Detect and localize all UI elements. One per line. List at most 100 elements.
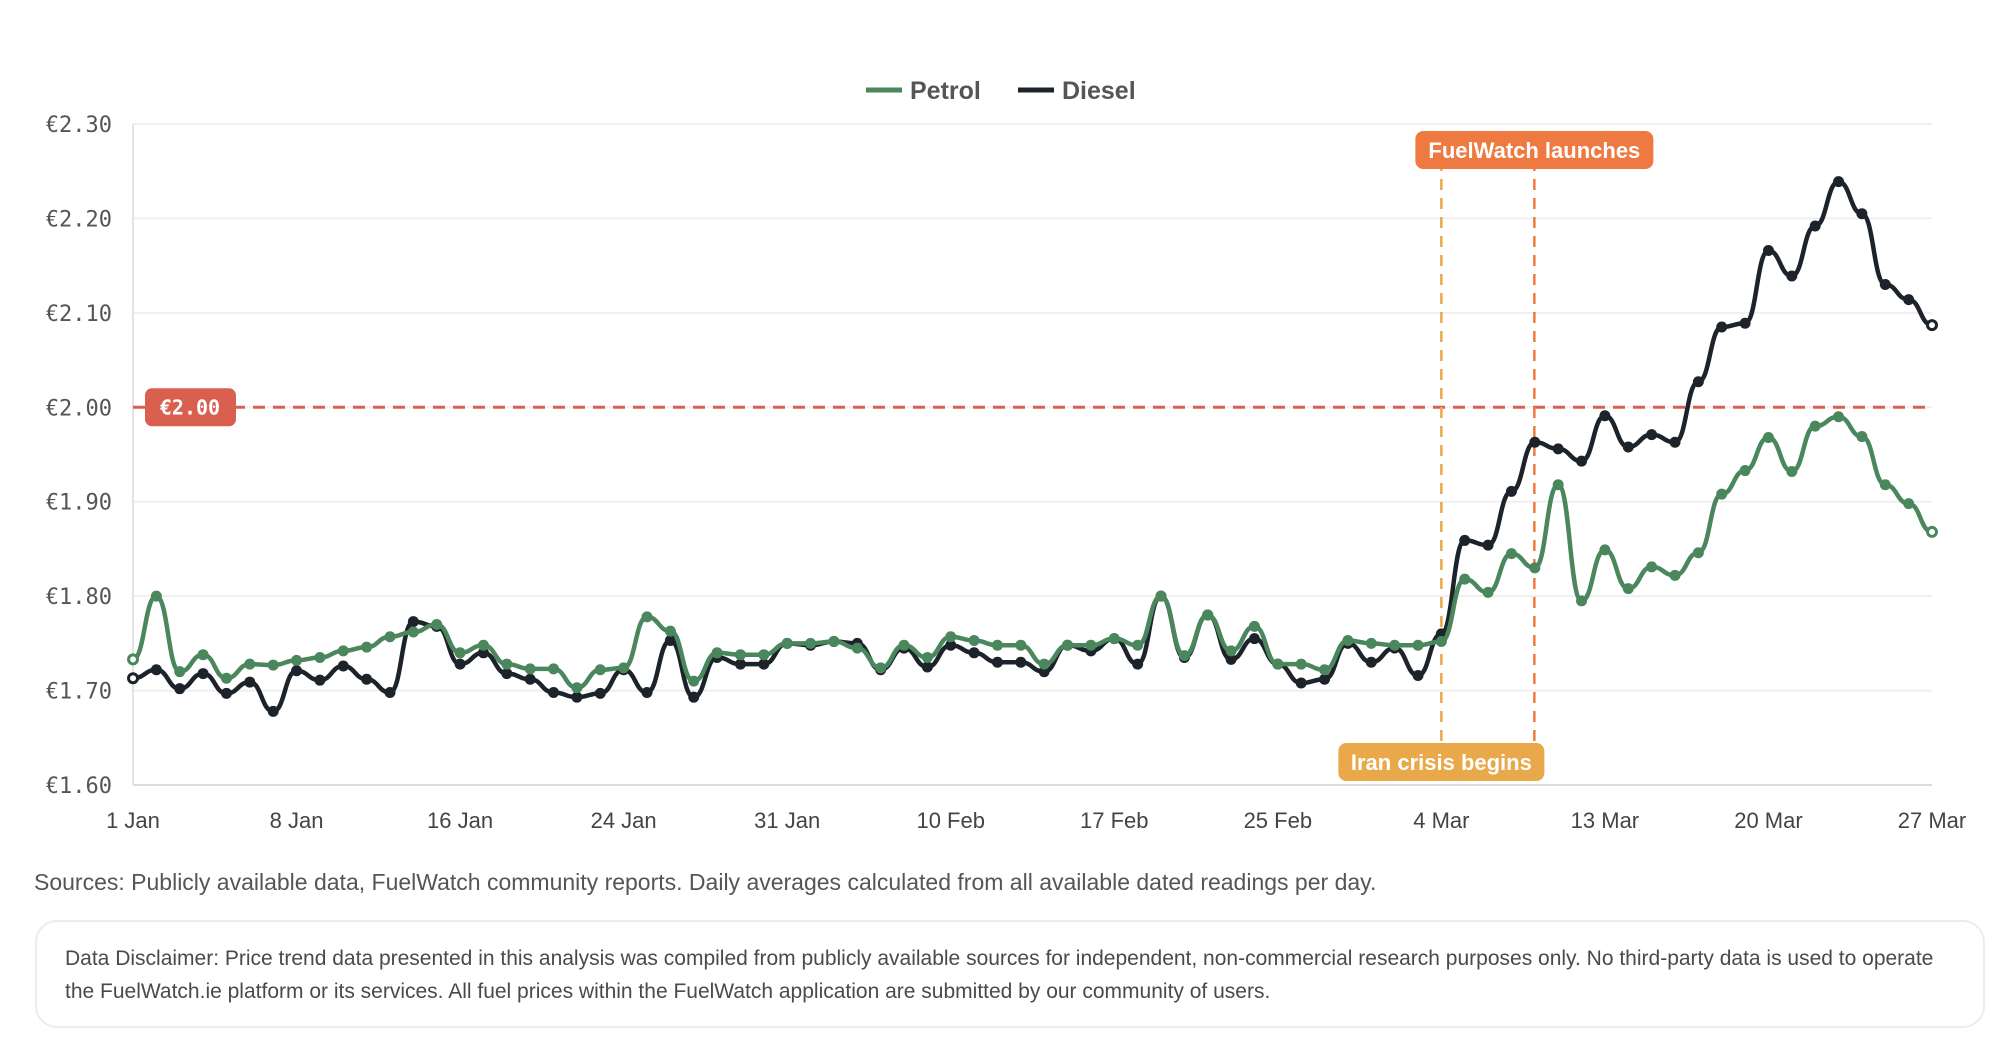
- petrol-point: [1482, 586, 1494, 598]
- x-tick-label: 27 Mar: [1898, 808, 1966, 833]
- y-axis: €2.30 €2.20 €2.10 €2.00 €1.90 €1.80 €1.70 €1.60: [46, 113, 112, 799]
- y-tick-label: €2.30: [46, 113, 112, 138]
- petrol-point: [758, 649, 770, 661]
- diesel-point: [1505, 485, 1517, 497]
- x-tick-label: 16 Jan: [427, 808, 493, 833]
- iran-crisis-badge: [1338, 743, 1545, 781]
- y-tick-label: €1.80: [46, 585, 112, 610]
- petrol-point: [1809, 420, 1821, 432]
- petrol-point: [407, 626, 419, 638]
- petrol-point: [548, 663, 560, 675]
- petrol-point: [921, 652, 933, 664]
- petrol-point: [1576, 595, 1588, 607]
- petrol-point: [1833, 411, 1845, 423]
- petrol-point: [711, 647, 723, 659]
- petrol-point: [1038, 658, 1050, 670]
- diesel-point: [407, 616, 419, 628]
- petrol-point: [477, 639, 489, 651]
- fuelwatch-launch-label: FuelWatch launches: [1428, 138, 1640, 163]
- petrol-point: [150, 590, 162, 602]
- petrol-point: [1856, 431, 1868, 443]
- diesel-point: [1599, 410, 1611, 422]
- petrol-point: [431, 618, 443, 630]
- petrol-point: [1108, 633, 1120, 645]
- diesel-point: [524, 673, 536, 685]
- petrol-point: [1739, 465, 1751, 477]
- legend-item-diesel[interactable]: Diesel: [1018, 77, 1136, 105]
- diesel-point: [1856, 208, 1868, 220]
- petrol-point: [1459, 573, 1471, 585]
- grid: [132, 123, 1932, 786]
- petrol-point: [1015, 639, 1027, 651]
- diesel-point: [501, 668, 513, 680]
- x-tick-label: 8 Jan: [270, 808, 324, 833]
- petrol-point: [1692, 547, 1704, 559]
- diesel-point: [1646, 429, 1658, 441]
- petrol-point: [197, 649, 209, 661]
- petrol-point: [828, 635, 840, 647]
- diesel-point: [641, 686, 653, 698]
- diesel-point: [1739, 317, 1751, 329]
- diesel-point: [664, 635, 676, 647]
- petrol-point: [1926, 525, 1938, 538]
- petrol-point: [1622, 583, 1634, 595]
- diesel-point: [1529, 436, 1541, 448]
- diesel-point: [571, 691, 583, 703]
- petrol-point: [174, 666, 186, 678]
- legend-label: Diesel: [1062, 77, 1136, 105]
- petrol-point: [1389, 639, 1401, 651]
- y-tick-label: €1.90: [46, 491, 112, 516]
- diesel-point: [220, 687, 232, 699]
- petrol-point: [1552, 479, 1564, 491]
- legend-label: Petrol: [910, 77, 981, 105]
- diesel-point: [688, 691, 700, 703]
- diesel-point: [1762, 245, 1774, 257]
- diesel-point: [1926, 319, 1938, 332]
- petrol-point: [220, 672, 232, 684]
- diesel-point: [1669, 436, 1681, 448]
- x-tick-label: 24 Jan: [591, 808, 657, 833]
- petrol-point: [968, 635, 980, 647]
- petrol-point: [898, 639, 910, 651]
- diesel-point: [1459, 534, 1471, 546]
- petrol-point: [1529, 562, 1541, 574]
- petrol-point: [1295, 658, 1307, 670]
- y-tick-label: €2.10: [46, 302, 112, 327]
- diesel-point: [1622, 441, 1634, 453]
- petrol-point: [1786, 465, 1798, 477]
- legend[interactable]: Petrol Diesel: [866, 77, 1136, 105]
- diesel-point: [267, 705, 279, 717]
- petrol-point: [1505, 548, 1517, 560]
- petrol-point: [267, 659, 279, 671]
- diesel-point: [548, 686, 560, 698]
- petrol-point: [1412, 639, 1424, 651]
- diesel-point: [454, 658, 466, 670]
- diesel-point: [477, 647, 489, 659]
- diesel-point: [1833, 176, 1845, 188]
- petrol-point: [1879, 479, 1891, 491]
- petrol-point: [1435, 635, 1447, 647]
- diesel-point: [758, 658, 770, 670]
- diesel-point: [1015, 656, 1027, 668]
- x-tick-label: 20 Mar: [1734, 808, 1802, 833]
- diesel-point: [291, 665, 303, 677]
- petrol-point: [594, 664, 606, 676]
- diesel-point: [1692, 376, 1704, 388]
- petrol-point: [1903, 498, 1915, 510]
- petrol-point: [127, 653, 139, 666]
- diesel-point: [1132, 658, 1144, 670]
- data-disclaimer: Data Disclaimer: Price trend data presen…: [35, 920, 1985, 1028]
- diesel-point: [734, 658, 746, 670]
- petrol-point: [1272, 658, 1284, 670]
- petrol-point: [1178, 650, 1190, 662]
- x-tick-label: 10 Feb: [916, 808, 985, 833]
- fuelwatch-launch-badge: [1415, 131, 1654, 169]
- petrol-point: [1365, 637, 1377, 649]
- legend-item-petrol[interactable]: Petrol: [866, 77, 981, 105]
- petrol-point: [244, 658, 256, 670]
- diesel-point: [1576, 455, 1588, 467]
- diesel-point: [244, 676, 256, 688]
- diesel-point: [1482, 539, 1494, 551]
- diesel-point: [361, 673, 373, 685]
- diesel-point: [991, 656, 1003, 668]
